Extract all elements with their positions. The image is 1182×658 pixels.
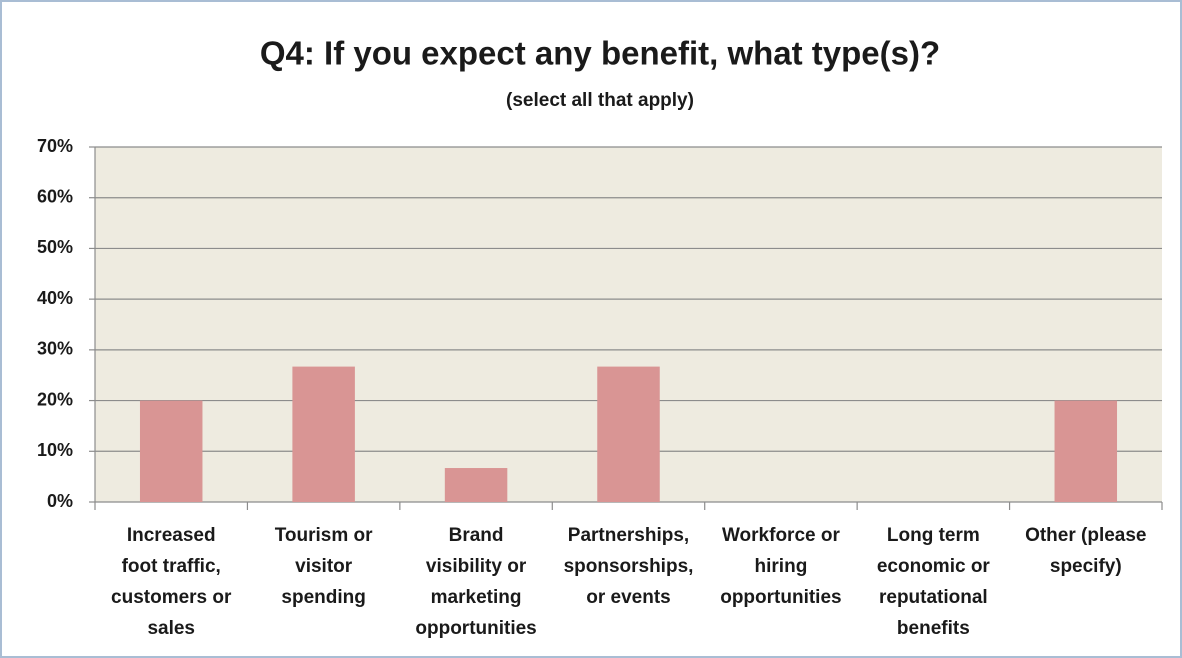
- y-tick-label: 60%: [37, 186, 73, 206]
- x-tick-label: specify): [1050, 556, 1122, 577]
- x-tick-label: visibility or: [426, 556, 527, 577]
- bar: [1054, 400, 1118, 502]
- y-tick-label: 10%: [37, 440, 73, 460]
- x-tick-label: visitor: [295, 556, 353, 577]
- x-tick-label: sales: [147, 618, 195, 639]
- y-tick-label: 20%: [37, 389, 73, 409]
- bar: [597, 366, 660, 502]
- x-tick-label: Long term: [887, 525, 980, 546]
- x-tick-label: sponsorships,: [564, 556, 694, 577]
- y-tick-label: 40%: [37, 288, 73, 308]
- y-tick-label: 70%: [37, 136, 73, 156]
- x-tick-label: Brand: [449, 525, 504, 546]
- chart-title: Q4: If you expect any benefit, what type…: [260, 35, 940, 72]
- bar: [292, 366, 355, 502]
- x-tick-label: foot traffic,: [122, 556, 221, 577]
- x-tick-label: opportunities: [415, 618, 536, 639]
- y-tick-label: 0%: [47, 491, 73, 511]
- x-tick-label: hiring: [755, 556, 808, 577]
- y-tick-label: 30%: [37, 339, 73, 359]
- x-tick-label: economic or: [877, 556, 991, 577]
- x-tick-label: benefits: [897, 618, 970, 639]
- x-tick-label: Tourism or: [275, 525, 373, 546]
- x-tick-label: opportunities: [720, 587, 841, 608]
- x-tick-label: Workforce or: [722, 525, 841, 546]
- chart-subtitle: (select all that apply): [506, 90, 694, 111]
- x-tick-label: Increased: [127, 525, 216, 546]
- x-tick-label: spending: [281, 587, 365, 608]
- bar: [139, 400, 203, 502]
- x-tick-label: customers or: [111, 587, 232, 608]
- x-tick-label: or events: [586, 587, 670, 608]
- y-tick-label: 50%: [37, 237, 73, 257]
- x-tick-label: Other (please: [1025, 525, 1146, 546]
- bar: [444, 468, 508, 502]
- x-tick-label: marketing: [431, 587, 522, 608]
- x-tick-label: reputational: [879, 587, 988, 608]
- x-tick-label: Partnerships,: [568, 525, 689, 546]
